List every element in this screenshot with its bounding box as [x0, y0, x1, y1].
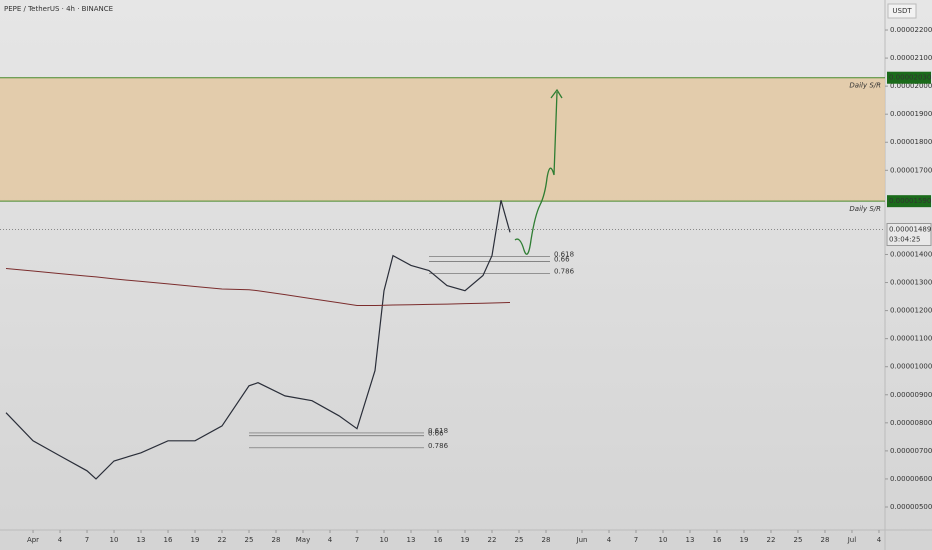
y-tick-label: 0.00001900: [890, 110, 932, 118]
x-tick-label: 10: [659, 536, 668, 544]
fib-label: 0.786: [428, 442, 449, 450]
x-tick-label: 19: [461, 536, 470, 544]
x-tick-label: 4: [58, 536, 63, 544]
x-tick-label: 19: [191, 536, 200, 544]
x-tick-label: 7: [634, 536, 638, 544]
countdown: 03:04:25: [889, 236, 920, 244]
projection-arrow: [514, 91, 558, 255]
current-price-box: [886, 223, 932, 247]
x-tick-label: 13: [137, 536, 146, 544]
currency[interactable]: USDT: [892, 7, 912, 15]
x-tick-label: 16: [164, 536, 173, 544]
price-line: [5, 200, 511, 480]
y-tick-label: 0.00000800: [890, 419, 932, 427]
currency-box[interactable]: [887, 3, 917, 19]
ma-line: [5, 268, 511, 306]
y-tick-label: 0.00001700: [890, 166, 932, 174]
x-tick-label: 22: [488, 536, 497, 544]
fib-label: 0.66: [428, 430, 444, 438]
x-tick-label: 28: [821, 536, 830, 544]
sr-price-label-box: [887, 195, 931, 208]
y-tick-label: 0.00001800: [890, 138, 932, 146]
x-tick-label: 4: [877, 536, 882, 544]
x-tick-label: 13: [407, 536, 416, 544]
x-tick-label: 22: [218, 536, 227, 544]
x-tick-label: 4: [328, 536, 333, 544]
x-tick-label: 25: [245, 536, 254, 544]
x-tick-label: 16: [434, 536, 443, 544]
x-tick-label: 13: [686, 536, 695, 544]
y-tick-label: 0.00002100: [890, 54, 932, 62]
x-tick-label: May: [296, 536, 310, 544]
fib-label: 0.66: [554, 255, 570, 263]
x-tick-label: 25: [515, 536, 524, 544]
x-tick-label: 4: [607, 536, 612, 544]
y-tick-label: 0.00001400: [890, 250, 932, 258]
x-tick-label: 28: [272, 536, 281, 544]
x-tick-label: 7: [85, 536, 89, 544]
fib-label: 0.618: [428, 427, 448, 435]
chart-title: PEPE / TetherUS · 4h · BINANCE: [4, 5, 113, 13]
y-tick-label: 0.00001200: [890, 307, 932, 315]
y-tick-label: 0.00001300: [890, 279, 932, 287]
sr-label: Daily S/R: [849, 82, 881, 90]
x-tick-label: 25: [794, 536, 803, 544]
fib-label: 0.786: [554, 268, 575, 276]
sr-zone: [0, 77, 885, 202]
x-tick-label: 10: [380, 536, 389, 544]
sr-price-label-box: [887, 71, 931, 84]
x-tick-label: Jul: [847, 536, 857, 544]
y-tick-label: 0.00001100: [890, 335, 932, 343]
x-tick-label: Apr: [27, 536, 39, 544]
x-tick-label: 16: [713, 536, 722, 544]
y-tick-label: 0.00000600: [890, 475, 932, 483]
y-tick-label: 0.00002200: [890, 26, 932, 34]
x-tick-label: 28: [542, 536, 551, 544]
fib-label: 0.618: [554, 250, 574, 258]
x-tick-label: 10: [110, 536, 119, 544]
arrow-head: [550, 88, 563, 99]
x-tick-label: Jun: [576, 536, 588, 544]
current-price-label: 0.00001489: [889, 226, 931, 234]
y-tick-label: 0.00002000: [890, 82, 932, 90]
y-tick-label: 0.00000500: [890, 503, 932, 511]
sr-price-label: 0.00001590: [889, 197, 931, 205]
x-tick-label: 19: [740, 536, 749, 544]
y-tick-label: 0.00000700: [890, 447, 932, 455]
plot: Daily S/R Daily S/R 0.00000500 0.00000600 0.…: [0, 26, 932, 544]
y-tick-label: 0.00001000: [890, 363, 932, 371]
x-tick-label: 22: [767, 536, 776, 544]
x-tick-label: 7: [355, 536, 359, 544]
sr-price-label: 0.00002030: [889, 74, 931, 82]
sr-label: Daily S/R: [849, 205, 881, 213]
y-tick-label: 0.00000900: [890, 391, 932, 399]
